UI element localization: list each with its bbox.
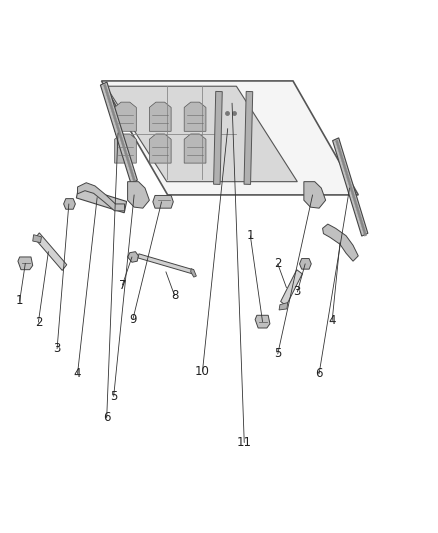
Polygon shape — [18, 257, 33, 270]
Text: 2: 2 — [35, 316, 42, 329]
Polygon shape — [149, 102, 171, 131]
Polygon shape — [336, 140, 367, 236]
Polygon shape — [281, 270, 302, 306]
Text: 6: 6 — [103, 411, 110, 424]
Polygon shape — [33, 235, 42, 243]
Polygon shape — [127, 182, 149, 208]
Polygon shape — [153, 196, 173, 208]
Polygon shape — [102, 81, 358, 195]
Polygon shape — [103, 84, 136, 183]
Text: 3: 3 — [293, 286, 301, 298]
Polygon shape — [214, 92, 222, 184]
Text: 9: 9 — [129, 313, 137, 326]
Text: 6: 6 — [315, 367, 323, 380]
Polygon shape — [76, 187, 127, 213]
Text: 1: 1 — [16, 294, 23, 308]
Polygon shape — [332, 138, 368, 236]
Text: 5: 5 — [110, 390, 117, 403]
Text: 3: 3 — [53, 342, 61, 355]
Polygon shape — [255, 316, 270, 328]
Polygon shape — [184, 134, 206, 163]
Polygon shape — [149, 134, 171, 163]
Polygon shape — [115, 102, 136, 131]
Polygon shape — [191, 269, 196, 277]
Polygon shape — [300, 259, 311, 269]
Polygon shape — [184, 102, 206, 131]
Text: 10: 10 — [195, 365, 210, 378]
Polygon shape — [304, 182, 325, 208]
Text: 1: 1 — [247, 229, 254, 242]
Text: 4: 4 — [328, 314, 336, 327]
Text: 11: 11 — [237, 436, 252, 449]
Polygon shape — [78, 183, 124, 211]
Polygon shape — [138, 254, 193, 274]
Polygon shape — [279, 303, 288, 310]
Polygon shape — [106, 86, 297, 182]
Polygon shape — [64, 199, 75, 209]
Polygon shape — [322, 224, 358, 261]
Polygon shape — [244, 92, 253, 184]
Text: 5: 5 — [274, 348, 282, 360]
Polygon shape — [100, 82, 138, 183]
Text: 2: 2 — [274, 257, 282, 270]
Text: 7: 7 — [119, 279, 126, 292]
Polygon shape — [127, 252, 138, 262]
Text: 4: 4 — [74, 367, 81, 380]
Polygon shape — [115, 134, 136, 163]
Text: 8: 8 — [171, 289, 178, 302]
Polygon shape — [35, 233, 67, 270]
